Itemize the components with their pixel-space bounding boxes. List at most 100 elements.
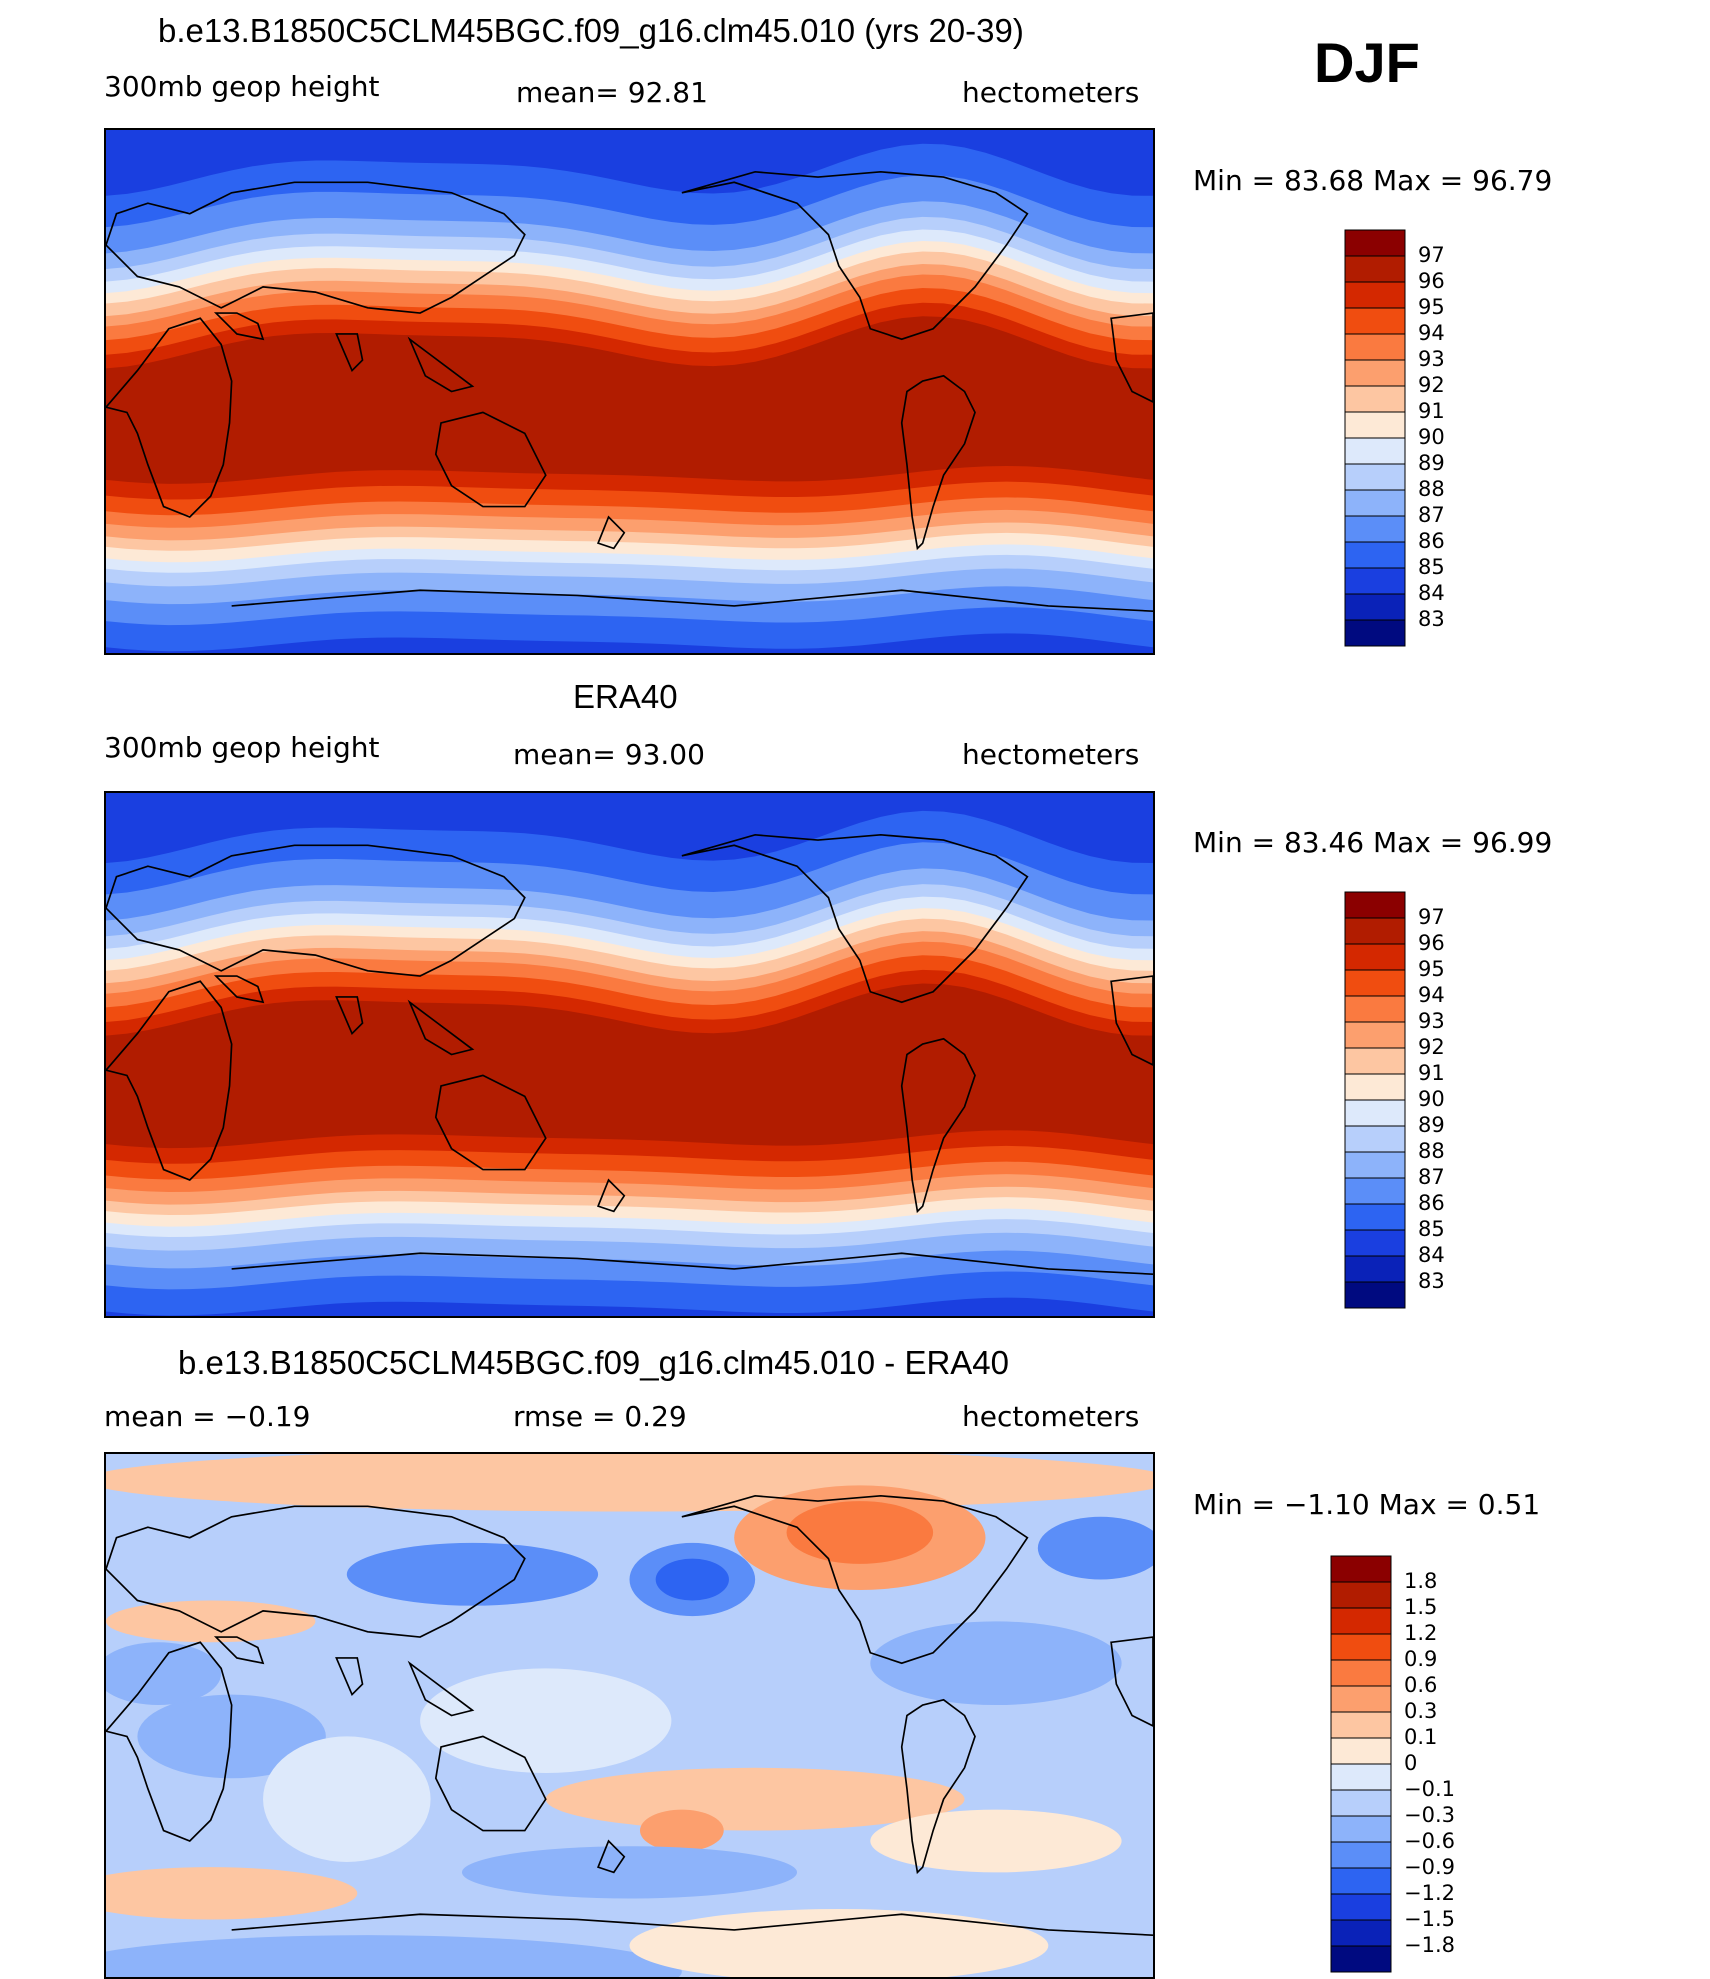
colorbar-swatch xyxy=(1344,917,1406,945)
panel2-map xyxy=(104,791,1155,1318)
colorbar-swatch xyxy=(1344,1047,1406,1075)
colorbar-swatch xyxy=(1330,1919,1392,1947)
colorbar-swatch xyxy=(1344,1125,1406,1153)
colorbar-label: 94 xyxy=(1418,321,1445,345)
colorbar-label: 0.3 xyxy=(1404,1699,1438,1723)
panel1-units-label: hectometers xyxy=(962,76,1140,109)
colorbar-swatch xyxy=(1344,307,1406,335)
colorbar-label: 85 xyxy=(1418,1217,1445,1241)
panel3-map-field xyxy=(106,1454,1153,1977)
colorbar-label: 91 xyxy=(1418,399,1445,423)
colorbar-label: 0.6 xyxy=(1404,1673,1438,1697)
colorbar-swatch xyxy=(1344,411,1406,439)
colorbar-label: 85 xyxy=(1418,555,1445,579)
colorbar-swatch xyxy=(1330,1685,1392,1713)
colorbar-label: 1.2 xyxy=(1404,1621,1438,1645)
panel1-minmax: Min = 83.68 Max = 96.79 xyxy=(1193,164,1553,197)
colorbar-label: 89 xyxy=(1418,1113,1445,1137)
colorbar-swatch xyxy=(1330,1815,1392,1843)
colorbar-label: −1.2 xyxy=(1404,1881,1455,1905)
colorbar-label: 84 xyxy=(1418,1243,1445,1267)
colorbar-label: −0.9 xyxy=(1404,1855,1455,1879)
colorbar-swatch xyxy=(1344,437,1406,465)
colorbar-label: 94 xyxy=(1418,983,1445,1007)
colorbar-label: 84 xyxy=(1418,581,1445,605)
colorbar-swatch xyxy=(1330,1737,1392,1765)
colorbar-label: 86 xyxy=(1418,529,1445,553)
colorbar-swatch xyxy=(1344,619,1406,647)
panel1-title: b.e13.B1850C5CLM45BGC.f09_g16.clm45.010 … xyxy=(158,12,1024,49)
colorbar-label: 1.5 xyxy=(1404,1595,1438,1619)
colorbar-label: 97 xyxy=(1418,905,1445,929)
colorbar-swatch xyxy=(1330,1763,1392,1791)
colorbar-swatch xyxy=(1330,1867,1392,1895)
colorbar-swatch xyxy=(1344,1073,1406,1101)
panel2-units-label: hectometers xyxy=(962,738,1140,771)
colorbar-svg xyxy=(1344,229,1406,647)
colorbar-label: 0.9 xyxy=(1404,1647,1438,1671)
colorbar-swatch xyxy=(1344,255,1406,283)
colorbar-label: 88 xyxy=(1418,477,1445,501)
colorbar-label: 96 xyxy=(1418,269,1445,293)
colorbar-label: 83 xyxy=(1418,1269,1445,1293)
colorbar-label: 0 xyxy=(1404,1751,1418,1775)
colorbar-swatch xyxy=(1344,567,1406,595)
colorbar-label: 92 xyxy=(1418,1035,1445,1059)
colorbar-swatch xyxy=(1330,1555,1392,1583)
colorbar-label: 93 xyxy=(1418,1009,1445,1033)
colorbar-swatch xyxy=(1330,1633,1392,1661)
colorbar-swatch xyxy=(1344,333,1406,361)
panel2-map-field xyxy=(106,793,1153,1316)
colorbar-swatch xyxy=(1344,385,1406,413)
colorbar-label: 86 xyxy=(1418,1191,1445,1215)
panel3-mean-label: mean = −0.19 xyxy=(104,1400,311,1433)
colorbar-label: 1.8 xyxy=(1404,1569,1438,1593)
panel2-mean-label: mean= 93.00 xyxy=(513,738,705,771)
colorbar-swatch xyxy=(1344,515,1406,543)
colorbar-swatch xyxy=(1344,229,1406,257)
panel2-colorbar: 97 96 95 94 93 92 91 90 89 88 87 86 85 84 83 xyxy=(1344,891,1445,1314)
colorbar-swatch xyxy=(1344,359,1406,387)
panel1-variable-label: 300mb geop height xyxy=(104,70,380,103)
colorbar-swatch xyxy=(1330,1893,1392,1921)
colorbar-label: 95 xyxy=(1418,957,1445,981)
panel3-units-label: hectometers xyxy=(962,1400,1140,1433)
colorbar-label: 0.1 xyxy=(1404,1725,1438,1749)
colorbar-label: 92 xyxy=(1418,373,1445,397)
colorbar-label: 93 xyxy=(1418,347,1445,371)
colorbar-label: 91 xyxy=(1418,1061,1445,1085)
colorbar-label: −0.3 xyxy=(1404,1803,1455,1827)
colorbar-label: 90 xyxy=(1418,1087,1445,1111)
colorbar-swatch xyxy=(1344,489,1406,517)
colorbar-label: 87 xyxy=(1418,1165,1445,1189)
colorbar-label: 88 xyxy=(1418,1139,1445,1163)
colorbar-swatch xyxy=(1344,1229,1406,1257)
colorbar-label: 90 xyxy=(1418,425,1445,449)
panel3-colorbar: 1.8 1.5 1.2 0.9 0.6 0.3 0.1 0 −0.1 −0.3 −0.6 −0.9 −1… xyxy=(1330,1555,1455,1978)
colorbar-label: 83 xyxy=(1418,607,1445,631)
colorbar-swatch xyxy=(1344,1255,1406,1283)
panel3-title: b.e13.B1850C5CLM45BGC.f09_g16.clm45.010 … xyxy=(178,1344,1010,1381)
colorbar-swatch xyxy=(1344,1099,1406,1127)
panel3-minmax: Min = −1.10 Max = 0.51 xyxy=(1193,1488,1541,1521)
panel3-rmse-label: rmse = 0.29 xyxy=(513,1400,687,1433)
colorbar-swatch xyxy=(1344,1177,1406,1205)
colorbar-swatch xyxy=(1344,995,1406,1023)
colorbar-label: 97 xyxy=(1418,243,1445,267)
panel3-map xyxy=(104,1452,1155,1979)
colorbar-label: −0.1 xyxy=(1404,1777,1455,1801)
panel1-map xyxy=(104,128,1155,655)
season-label: DJF xyxy=(1314,31,1420,94)
colorbar-svg xyxy=(1330,1555,1392,1973)
colorbar-label: 89 xyxy=(1418,451,1445,475)
colorbar-swatch xyxy=(1330,1945,1392,1973)
colorbar-label: −0.6 xyxy=(1404,1829,1455,1853)
colorbar-swatch xyxy=(1330,1659,1392,1687)
colorbar-swatch xyxy=(1344,891,1406,919)
colorbar-swatch xyxy=(1330,1711,1392,1739)
colorbar-swatch xyxy=(1330,1581,1392,1609)
panel1-map-field xyxy=(106,130,1153,653)
panel2-title: ERA40 xyxy=(573,678,678,715)
colorbar-swatch xyxy=(1344,1021,1406,1049)
panel2-variable-label: 300mb geop height xyxy=(104,731,380,764)
